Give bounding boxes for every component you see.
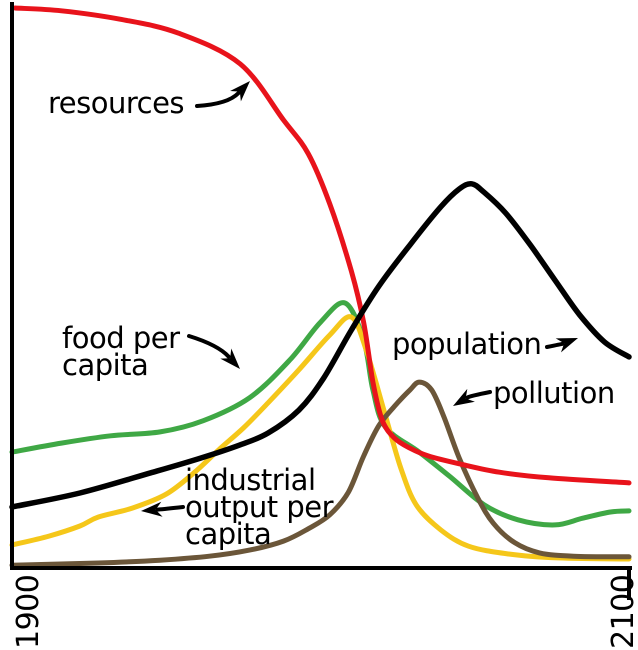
series-curves bbox=[9, 5, 632, 568]
label-population: population bbox=[392, 327, 578, 361]
series-line-pollution bbox=[9, 379, 632, 568]
label-text-food-per-capita-1: capita bbox=[62, 348, 148, 382]
label-arrow-shaft-industrial-output-per-capita bbox=[155, 505, 185, 512]
label-text-resources-0: resources bbox=[48, 86, 184, 120]
label-arrowhead-icon-pollution bbox=[453, 388, 475, 406]
label-text-industrial-output-per-capita-2: capita bbox=[185, 517, 271, 551]
label-arrowhead-icon-resources bbox=[230, 81, 250, 102]
label-arrow-shaft-pollution bbox=[465, 390, 492, 400]
x-tick-label-left: 1900 bbox=[11, 575, 46, 649]
label-text-population-0: population bbox=[392, 327, 541, 361]
label-text-pollution-0: pollution bbox=[493, 376, 615, 410]
label-text-industrial-output-per-capita-1: output per bbox=[185, 490, 334, 524]
x-tick-label-right: 2100 bbox=[606, 575, 638, 649]
series-line-population bbox=[9, 180, 632, 510]
series-line-resources bbox=[12, 5, 632, 486]
label-arrow-shaft-food-per-capita bbox=[187, 334, 231, 359]
label-arrow-shaft-population bbox=[545, 341, 565, 349]
axes: 1900 2100 bbox=[10, 2, 638, 649]
label-text-industrial-output-per-capita-0: industrial bbox=[185, 463, 316, 497]
label-resources: resources bbox=[48, 81, 250, 120]
label-arrowhead-icon-industrial-output-per-capita bbox=[141, 501, 163, 517]
label-arrowhead-icon-food-per-capita bbox=[220, 348, 240, 369]
label-arrow-shaft-resources bbox=[195, 91, 241, 108]
series-line-industrial-output-per-capita bbox=[9, 314, 632, 562]
label-pollution: pollution bbox=[453, 376, 615, 410]
label-text-food-per-capita-0: food per bbox=[62, 321, 180, 355]
label-arrowhead-icon-population bbox=[555, 338, 578, 353]
